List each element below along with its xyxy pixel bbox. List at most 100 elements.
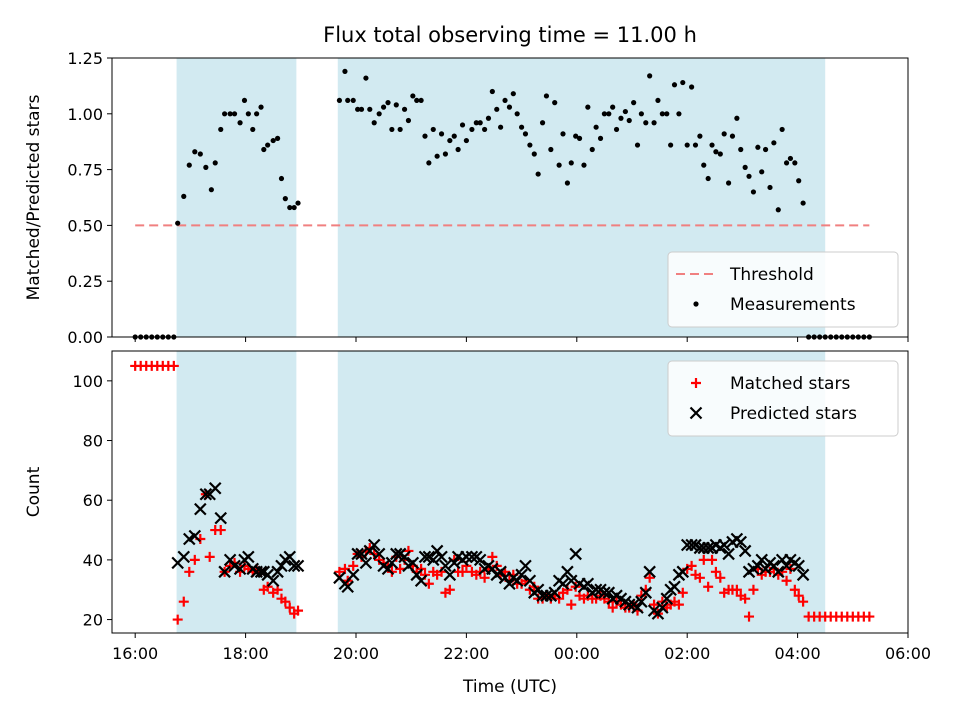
data-point [199,487,213,501]
data-point [748,584,759,595]
data-point [573,133,579,139]
data-point [639,586,653,599]
data-point [189,554,200,565]
counts-panel: 20 40 60 80 100 16:00 18:00 20:00 22:00 00:00 02:0… [24,350,931,663]
data-point [194,502,207,516]
data-point [271,565,284,579]
data-point [278,175,285,182]
data-point [744,611,755,622]
data-point [168,360,179,371]
legend-box [667,251,899,328]
data-point [186,162,192,168]
data-point [393,102,399,108]
data-point [738,146,744,153]
data-point [767,184,773,191]
data-point [204,551,215,562]
data-point [543,93,550,99]
measurements-series [132,68,872,340]
data-point [635,595,648,608]
axes-frame [111,57,909,338]
data-point [284,602,295,613]
data-point [447,137,453,144]
data-point [390,547,403,561]
data-point [463,137,469,144]
data-point [593,124,599,130]
data-point [405,117,412,124]
data-point [796,178,802,184]
data-point [498,124,504,130]
data-point [589,583,603,597]
data-point [606,111,612,117]
data-point [692,142,699,148]
data-point [406,556,420,570]
data-point [261,146,267,153]
data-point [626,117,632,124]
data-point [519,559,532,573]
data-point [552,100,558,106]
data-point [566,599,577,610]
y-tick-label: 0.25 [67,272,103,291]
data-point [266,574,280,588]
data-point [459,122,466,128]
data-point [755,553,768,567]
data-point [597,135,604,141]
ratio-panel: 0.00 0.25 0.50 0.75 1.00 1.25 Matched/Predicte… [24,49,909,347]
data-point [418,550,432,564]
data-point [527,142,533,148]
data-point [473,553,487,567]
data-point [671,82,678,88]
data-point [585,104,591,110]
data-point [184,566,195,577]
data-point [676,111,682,117]
data-point [651,120,657,126]
data-point [227,111,233,117]
legend-label: Matched stars [730,374,850,394]
data-point [177,550,191,564]
data-point [701,541,715,555]
data-point [622,108,628,115]
data-point [576,135,583,141]
data-point [659,111,665,117]
data-point [734,115,740,121]
data-point [613,126,620,133]
data-point [503,577,516,591]
data-point [668,142,674,148]
data-point [359,556,373,570]
data-point [638,111,644,117]
data-point [494,106,500,112]
data-point [601,111,607,117]
chart-title: Flux total observing time = 11.00 h [323,23,697,47]
legend-swatch [693,301,699,307]
data-point [371,120,377,126]
data-point [694,572,705,583]
data-point [798,596,809,607]
data-point [556,577,570,591]
data-point [734,535,748,549]
data-point [231,111,238,117]
data-point [410,93,416,99]
y-tick-label: 1.25 [67,49,103,68]
y-tick-label: 0.50 [67,216,103,235]
data-point [864,611,875,622]
data-point [722,547,735,561]
data-point [208,481,222,495]
axes-frame [111,350,909,634]
data-point [564,574,578,588]
data-point [510,91,516,97]
data-point [444,584,455,595]
legend-label: Predicted stars [730,404,857,424]
y-tick-label: 80 [83,432,103,451]
data-point [222,111,228,117]
y-tick-label: 100 [72,372,103,391]
x-tick-label: 04:00 [775,644,821,663]
data-point [569,547,582,561]
data-point [715,572,726,583]
data-point [664,111,670,117]
legend-swatch [689,406,703,420]
data-point [701,162,707,168]
data-point [295,200,301,206]
data-point [561,565,574,579]
data-point [426,160,432,166]
data-point [618,115,624,121]
